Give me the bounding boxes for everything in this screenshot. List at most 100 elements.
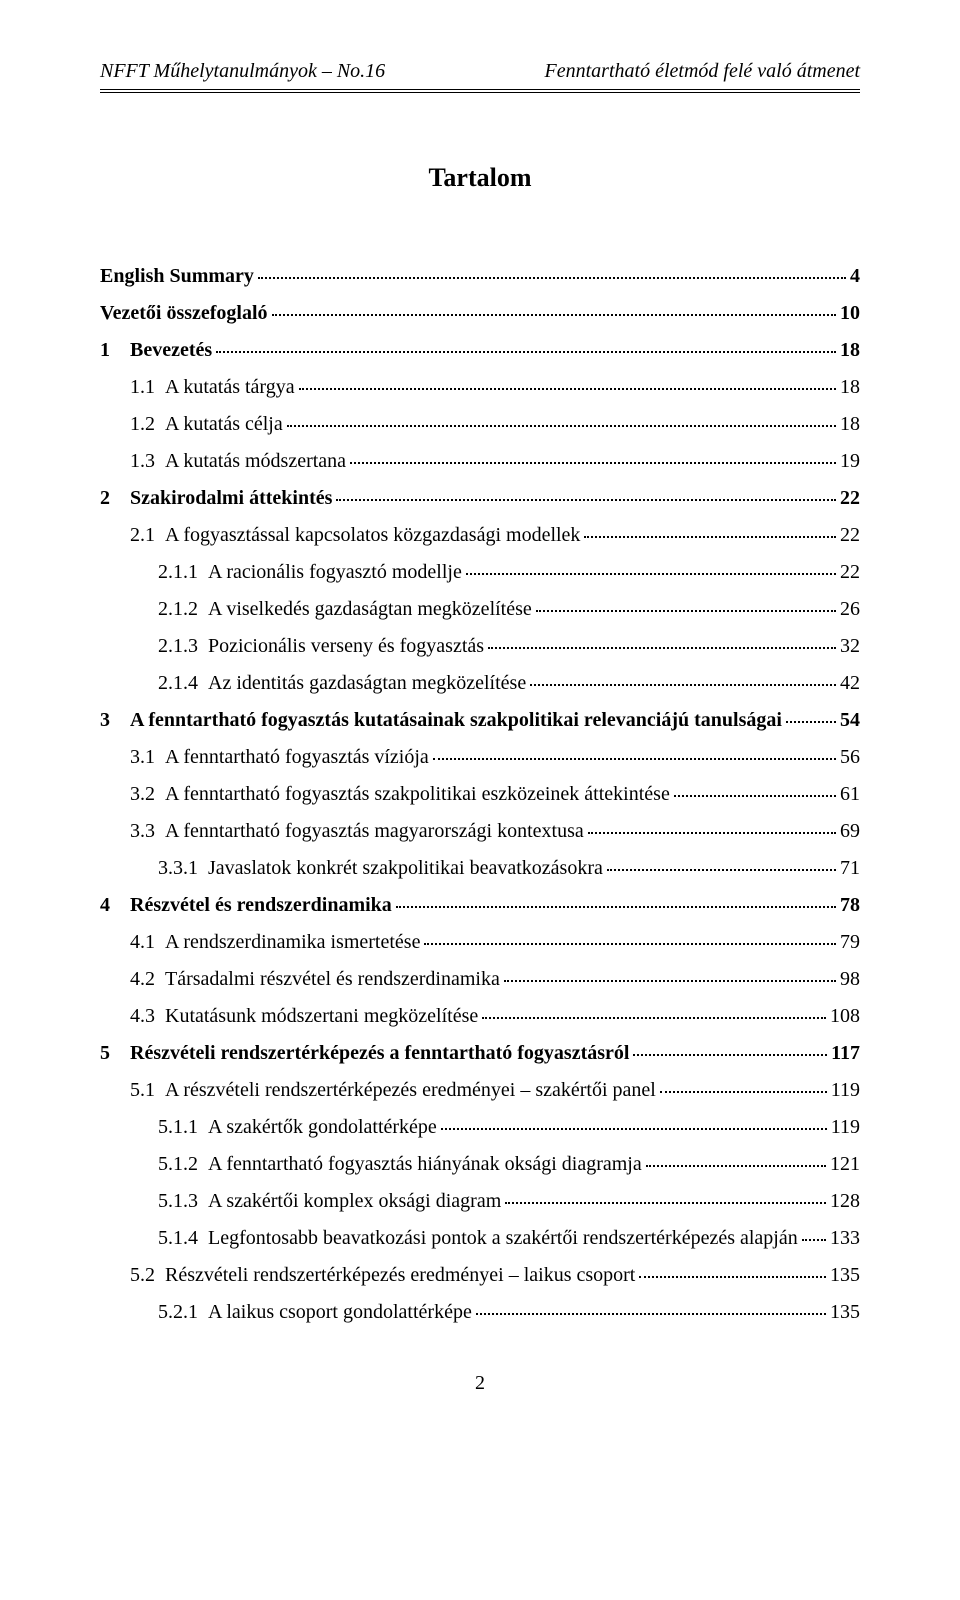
- toc-entry-label: 1.2 A kutatás célja: [130, 409, 283, 440]
- toc-entry-label: 1.3 A kutatás módszertana: [130, 446, 346, 477]
- toc-entry-page: 42: [840, 668, 860, 699]
- toc-entry-label: 3.2 A fenntartható fogyasztás szakpoliti…: [130, 779, 670, 810]
- toc-entry: Vezetői összefoglaló 10: [100, 298, 860, 329]
- toc-entry: 2.1.2 A viselkedés gazdaságtan megközelí…: [100, 594, 860, 625]
- toc-entry: 1 Bevezetés 18: [100, 335, 860, 366]
- toc-entry-label: 4.3 Kutatásunk módszertani megközelítése: [130, 1001, 478, 1032]
- header-row: NFFT Műhelytanulmányok – No.16 Fenntarth…: [100, 60, 860, 83]
- toc-entry: 2.1.1 A racionális fogyasztó modellje 22: [100, 557, 860, 588]
- toc-entry: 3 A fenntartható fogyasztás kutatásainak…: [100, 705, 860, 736]
- toc-entry-page: 78: [840, 890, 860, 921]
- toc-entry-label: Vezetői összefoglaló: [100, 298, 268, 329]
- toc-entry: 5.1.3 A szakértői komplex oksági diagram…: [100, 1186, 860, 1217]
- toc-leader: [433, 758, 836, 760]
- toc-entry-label: 4.2 Társadalmi részvétel és rendszerdina…: [130, 964, 500, 995]
- toc-leader: [505, 1202, 826, 1204]
- toc-entry-label: 1 Bevezetés: [100, 335, 212, 366]
- toc-entry-page: 54: [840, 705, 860, 736]
- toc-leader: [504, 980, 836, 982]
- toc-entry-label: 5.2 Részvételi rendszertérképezés eredmé…: [130, 1260, 635, 1291]
- toc-leader: [646, 1165, 826, 1167]
- toc-entry-page: 18: [840, 335, 860, 366]
- toc-entry-page: 71: [840, 853, 860, 884]
- toc-list: English Summary 4 Vezetői összefoglaló 10…: [100, 261, 860, 1328]
- toc-entry: 5 Részvételi rendszertérképezés a fennta…: [100, 1038, 860, 1069]
- toc-entry: 1.1 A kutatás tárgya 18: [100, 372, 860, 403]
- toc-leader: [674, 795, 836, 797]
- toc-entry-page: 133: [830, 1223, 860, 1254]
- toc-entry: 3.3 A fenntartható fogyasztás magyarorsz…: [100, 816, 860, 847]
- toc-leader: [424, 943, 836, 945]
- toc-leader: [584, 536, 836, 538]
- page-number: 2: [100, 1372, 860, 1395]
- toc-entry: 4 Részvétel és rendszerdinamika 78: [100, 890, 860, 921]
- toc-entry: 5.1 A részvételi rendszertérképezés ered…: [100, 1075, 860, 1106]
- toc-entry-label: 5.2.1 A laikus csoport gondolattérképe: [158, 1297, 472, 1328]
- toc-entry: 2 Szakirodalmi áttekintés 22: [100, 483, 860, 514]
- toc-entry-page: 108: [830, 1001, 860, 1032]
- toc-entry-label: 5.1.1 A szakértők gondolattérképe: [158, 1112, 437, 1143]
- page: NFFT Műhelytanulmányok – No.16 Fenntarth…: [0, 0, 960, 1435]
- toc-entry-page: 119: [831, 1112, 860, 1143]
- toc-leader: [786, 721, 836, 723]
- toc-entry-page: 69: [840, 816, 860, 847]
- header-left: NFFT Műhelytanulmányok – No.16: [100, 60, 385, 83]
- toc-leader: [287, 425, 836, 427]
- toc-leader: [258, 277, 846, 279]
- toc-entry-label: 2 Szakirodalmi áttekintés: [100, 483, 332, 514]
- toc-entry: 5.2.1 A laikus csoport gondolattérképe 1…: [100, 1297, 860, 1328]
- toc-entry: 4.1 A rendszerdinamika ismertetése 79: [100, 927, 860, 958]
- toc-entry-label: 5 Részvételi rendszertérképezés a fennta…: [100, 1038, 629, 1069]
- toc-leader: [660, 1091, 827, 1093]
- toc-leader: [336, 499, 836, 501]
- toc-entry-label: 5.1.3 A szakértői komplex oksági diagram: [158, 1186, 501, 1217]
- toc-entry-page: 22: [840, 557, 860, 588]
- toc-leader: [639, 1276, 826, 1278]
- toc-entry-page: 26: [840, 594, 860, 625]
- header-rule: [100, 89, 860, 93]
- toc-entry-label: 5.1 A részvételi rendszertérképezés ered…: [130, 1075, 656, 1106]
- toc-leader: [530, 684, 836, 686]
- toc-entry-page: 22: [840, 483, 860, 514]
- toc-entry-label: 2.1.4 Az identitás gazdaságtan megközelí…: [158, 668, 526, 699]
- toc-entry: 5.2 Részvételi rendszertérképezés eredmé…: [100, 1260, 860, 1291]
- toc-entry-label: 3.3 A fenntartható fogyasztás magyarorsz…: [130, 816, 584, 847]
- toc-entry-label: 4.1 A rendszerdinamika ismertetése: [130, 927, 420, 958]
- toc-entry-label: 3.3.1 Javaslatok konkrét szakpolitikai b…: [158, 853, 603, 884]
- toc-entry: 5.1.1 A szakértők gondolattérképe 119: [100, 1112, 860, 1143]
- toc-leader: [441, 1128, 827, 1130]
- toc-leader: [488, 647, 836, 649]
- toc-leader: [299, 388, 836, 390]
- toc-entry-label: 4 Részvétel és rendszerdinamika: [100, 890, 392, 921]
- toc-entry-page: 119: [831, 1075, 860, 1106]
- toc-entry-label: 2.1.3 Pozicionális verseny és fogyasztás: [158, 631, 484, 662]
- toc-leader: [802, 1239, 826, 1241]
- toc-entry-page: 56: [840, 742, 860, 773]
- toc-entry-page: 22: [840, 520, 860, 551]
- toc-entry-page: 61: [840, 779, 860, 810]
- toc-leader: [607, 869, 836, 871]
- toc-leader: [466, 573, 836, 575]
- header-right: Fenntartható életmód felé való átmenet: [545, 60, 860, 83]
- toc-entry-label: 5.1.4 Legfontosabb beavatkozási pontok a…: [158, 1223, 798, 1254]
- toc-entry-label: 2.1.2 A viselkedés gazdaságtan megközelí…: [158, 594, 532, 625]
- toc-entry-page: 117: [831, 1038, 860, 1069]
- toc-entry: 3.1 A fenntartható fogyasztás víziója 56: [100, 742, 860, 773]
- toc-entry-page: 18: [840, 372, 860, 403]
- toc-entry-label: 3.1 A fenntartható fogyasztás víziója: [130, 742, 429, 773]
- toc-entry-page: 10: [840, 298, 860, 329]
- toc-entry-label: English Summary: [100, 261, 254, 292]
- toc-entry-page: 18: [840, 409, 860, 440]
- toc-leader: [350, 462, 836, 464]
- toc-entry: 5.1.2 A fenntartható fogyasztás hiányána…: [100, 1149, 860, 1180]
- toc-entry: 3.3.1 Javaslatok konkrét szakpolitikai b…: [100, 853, 860, 884]
- toc-entry-page: 121: [830, 1149, 860, 1180]
- toc-entry: English Summary 4: [100, 261, 860, 292]
- toc-entry-page: 128: [830, 1186, 860, 1217]
- toc-entry: 2.1.4 Az identitás gazdaságtan megközelí…: [100, 668, 860, 699]
- toc-entry-label: 5.1.2 A fenntartható fogyasztás hiányána…: [158, 1149, 642, 1180]
- toc-leader: [396, 906, 836, 908]
- toc-entry: 4.2 Társadalmi részvétel és rendszerdina…: [100, 964, 860, 995]
- toc-entry: 2.1.3 Pozicionális verseny és fogyasztás…: [100, 631, 860, 662]
- toc-entry-label: 3 A fenntartható fogyasztás kutatásainak…: [100, 705, 782, 736]
